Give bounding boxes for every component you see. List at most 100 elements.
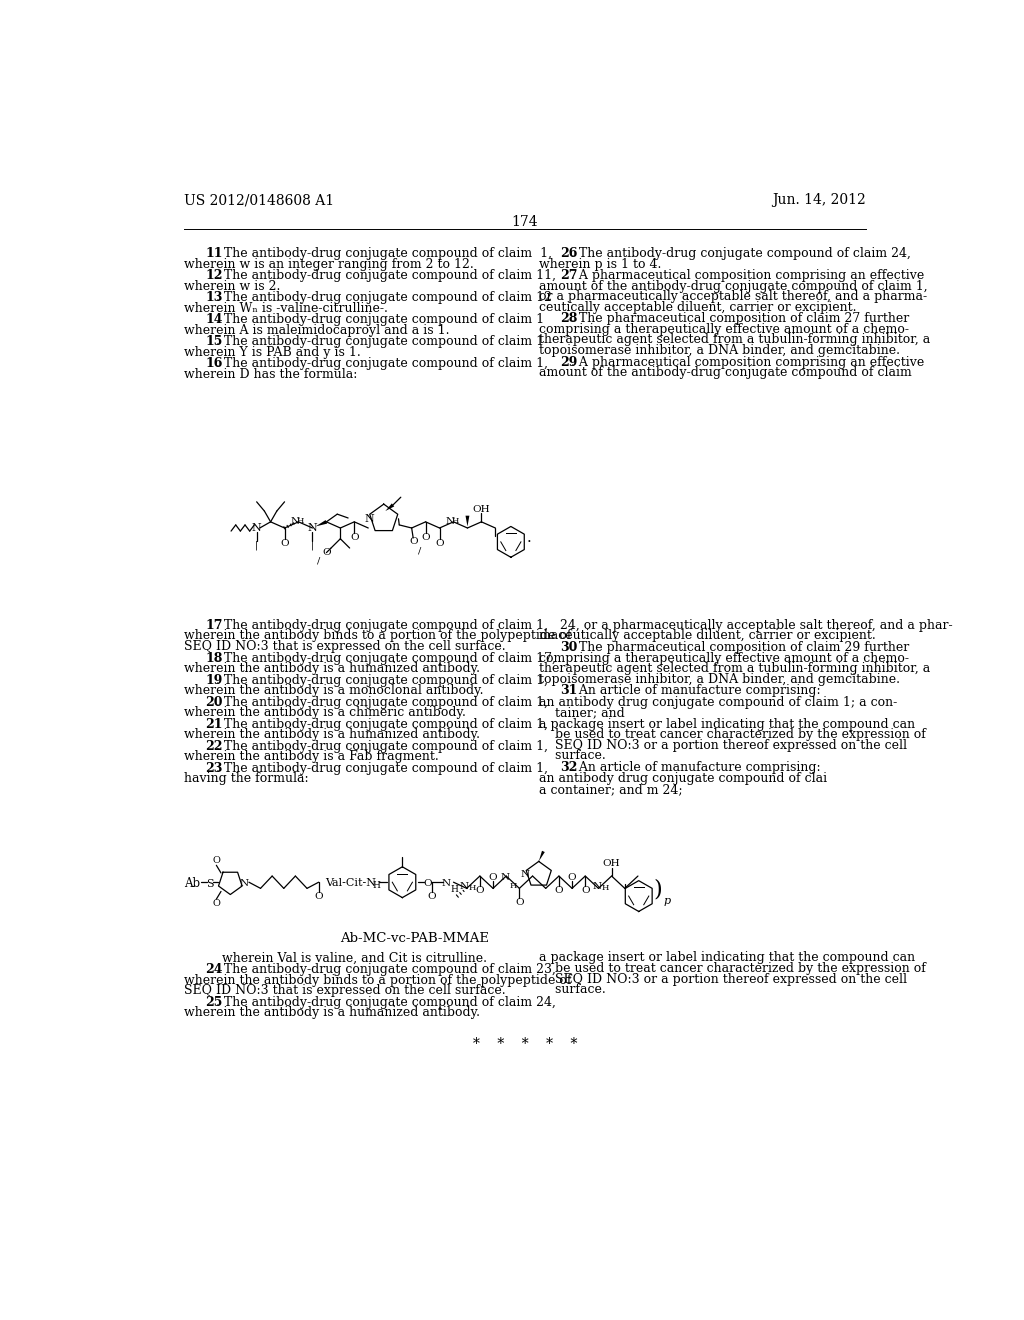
Text: N: N <box>240 879 249 888</box>
Text: O: O <box>212 899 220 908</box>
Text: wherein A is maleimidocaproyl and a is 1.: wherein A is maleimidocaproyl and a is 1… <box>183 323 450 337</box>
Text: O: O <box>323 548 331 557</box>
Text: . The antibody-drug conjugate compound of claim 1: . The antibody-drug conjugate compound o… <box>216 313 544 326</box>
Text: or a pharmaceutically acceptable salt thereof, and a pharma-: or a pharmaceutically acceptable salt th… <box>539 290 927 304</box>
Text: . A pharmaceutical composition comprising an effective: . A pharmaceutical composition comprisin… <box>571 269 925 282</box>
Text: N: N <box>592 882 601 891</box>
Text: O: O <box>350 533 358 541</box>
Text: N: N <box>307 523 317 533</box>
Text: 25: 25 <box>206 995 223 1008</box>
Text: 24: 24 <box>206 962 223 975</box>
Text: be used to treat cancer characterized by the expression of: be used to treat cancer characterized by… <box>539 729 926 742</box>
Text: O: O <box>421 533 430 541</box>
Text: H: H <box>451 886 459 894</box>
Text: O: O <box>475 886 484 895</box>
Text: O: O <box>435 539 443 548</box>
Text: wherein D has the formula:: wherein D has the formula: <box>183 368 357 380</box>
Text: . The pharmaceutical composition of claim 29 further: . The pharmaceutical composition of clai… <box>571 642 909 653</box>
Text: N: N <box>441 879 451 888</box>
Text: H: H <box>373 882 381 891</box>
Text: O: O <box>424 879 432 888</box>
Text: . The antibody-drug conjugate compound of claim 1,: . The antibody-drug conjugate compound o… <box>216 673 548 686</box>
Text: 28: 28 <box>560 313 578 325</box>
Text: wherein the antibody is a humanized antibody.: wherein the antibody is a humanized anti… <box>183 663 480 675</box>
Text: amount of the antibody-drug conjugate compound of claim: amount of the antibody-drug conjugate co… <box>539 366 911 379</box>
Text: Val-Cit-N: Val-Cit-N <box>325 878 376 887</box>
Text: 13: 13 <box>206 290 223 304</box>
Text: . The antibody-drug conjugate compound of claim 11,: . The antibody-drug conjugate compound o… <box>216 269 556 282</box>
Text: 32: 32 <box>560 760 578 774</box>
Text: . The antibody-drug conjugate compound of claim  1,: . The antibody-drug conjugate compound o… <box>216 247 552 260</box>
Text: N: N <box>460 882 469 891</box>
Text: 29: 29 <box>560 355 578 368</box>
Text: therapeutic agent selected from a tubulin-forming inhibitor, a: therapeutic agent selected from a tubuli… <box>539 663 930 675</box>
Text: N: N <box>252 523 261 533</box>
Text: a package insert or label indicating that the compound can: a package insert or label indicating tha… <box>539 952 914 965</box>
Text: 15: 15 <box>206 335 223 348</box>
Text: SEQ ID NO:3 or a portion thereof expressed on the cell: SEQ ID NO:3 or a portion thereof express… <box>539 973 906 986</box>
Text: . The antibody-drug conjugate compound of claim 1,: . The antibody-drug conjugate compound o… <box>216 619 548 632</box>
Text: wherein the antibody is a monoclonal antibody.: wherein the antibody is a monoclonal ant… <box>183 684 483 697</box>
Text: N: N <box>521 870 530 879</box>
Text: comprising a therapeutically effective amount of a chemo-: comprising a therapeutically effective a… <box>539 323 908 335</box>
Text: H: H <box>509 882 517 890</box>
Text: /: / <box>418 546 421 556</box>
Text: 30: 30 <box>560 642 578 653</box>
Text: /: / <box>317 557 321 565</box>
Text: 12: 12 <box>206 269 223 282</box>
Text: O: O <box>314 892 323 902</box>
Text: wherein the antibody is a chimeric antibody.: wherein the antibody is a chimeric antib… <box>183 706 466 719</box>
Text: N: N <box>445 517 455 527</box>
Text: OH: OH <box>473 506 490 513</box>
Text: O: O <box>515 899 523 907</box>
Text: 23: 23 <box>206 762 223 775</box>
Text: . The antibody-drug conjugate compound of claim 1: . The antibody-drug conjugate compound o… <box>216 335 544 348</box>
Text: wherein Val is valine, and Cit is citrulline.: wherein Val is valine, and Cit is citrul… <box>206 952 486 965</box>
Text: S: S <box>207 879 214 888</box>
Text: |: | <box>311 540 314 549</box>
Text: *    *    *    *    *: * * * * * <box>473 1036 577 1051</box>
Text: a package insert or label indicating that the compound can: a package insert or label indicating tha… <box>539 718 914 730</box>
Text: 174: 174 <box>511 215 539 228</box>
Text: wherein the antibody is a humanized antibody.: wherein the antibody is a humanized anti… <box>183 1006 480 1019</box>
Text: 11: 11 <box>206 247 223 260</box>
Text: 22: 22 <box>206 739 223 752</box>
Text: 31: 31 <box>560 684 578 697</box>
Text: SEQ ID NO:3 that is expressed on the cell surface.: SEQ ID NO:3 that is expressed on the cel… <box>183 640 506 653</box>
Text: wherein Wₙ is -valine-citrulline-.: wherein Wₙ is -valine-citrulline-. <box>183 302 388 314</box>
Text: maceutically acceptable diluent, carrier or excipient.: maceutically acceptable diluent, carrier… <box>539 630 876 643</box>
Text: O: O <box>427 892 436 902</box>
Text: . The antibody-drug conjugate compound of claim 1,: . The antibody-drug conjugate compound o… <box>216 762 548 775</box>
Text: 16: 16 <box>206 358 223 370</box>
Text: an antibody drug conjugate compound of claim 1; a con-: an antibody drug conjugate compound of c… <box>539 696 897 709</box>
Text: ): ) <box>653 879 662 900</box>
Text: having the formula:: having the formula: <box>183 772 308 785</box>
Text: wherein the antibody is a Fab fragment.: wherein the antibody is a Fab fragment. <box>183 750 438 763</box>
Text: . The antibody-drug conjugate compound of claim 1,: . The antibody-drug conjugate compound o… <box>216 739 548 752</box>
Text: O: O <box>581 886 590 895</box>
Text: . The antibody-drug conjugate compound of claim 1,: . The antibody-drug conjugate compound o… <box>216 358 548 370</box>
Text: H: H <box>469 884 476 892</box>
Text: O: O <box>212 857 220 865</box>
Text: N: N <box>290 517 299 527</box>
Text: . A pharmaceutical composition comprising an effective: . A pharmaceutical composition comprisin… <box>571 355 925 368</box>
Text: Jun. 14, 2012: Jun. 14, 2012 <box>772 193 866 207</box>
Text: tainer; and: tainer; and <box>539 706 625 719</box>
Polygon shape <box>466 516 469 527</box>
Text: comprising a therapeutically effective amount of a chemo-: comprising a therapeutically effective a… <box>539 652 908 664</box>
Text: be used to treat cancer characterized by the expression of: be used to treat cancer characterized by… <box>539 962 926 975</box>
Text: O: O <box>409 537 418 546</box>
Text: O: O <box>488 873 498 882</box>
Text: . The antibody-drug conjugate compound of claim 1,: . The antibody-drug conjugate compound o… <box>216 718 548 730</box>
Text: a container; and m 24;: a container; and m 24; <box>539 783 682 796</box>
Text: . The antibody-drug conjugate compound of claim 24,: . The antibody-drug conjugate compound o… <box>571 247 911 260</box>
Text: wherein Y is PAB and y is 1.: wherein Y is PAB and y is 1. <box>183 346 360 359</box>
Text: surface.: surface. <box>539 750 605 763</box>
Text: 19: 19 <box>206 673 223 686</box>
Text: 14: 14 <box>206 313 223 326</box>
Text: . The pharmaceutical composition of claim 27 further: . The pharmaceutical composition of clai… <box>571 313 909 325</box>
Text: Ab: Ab <box>183 876 200 890</box>
Text: topoisomerase inhibitor, a DNA binder, and gemcitabine.: topoisomerase inhibitor, a DNA binder, a… <box>539 673 900 686</box>
Text: 20: 20 <box>206 696 223 709</box>
Text: H: H <box>296 517 304 525</box>
